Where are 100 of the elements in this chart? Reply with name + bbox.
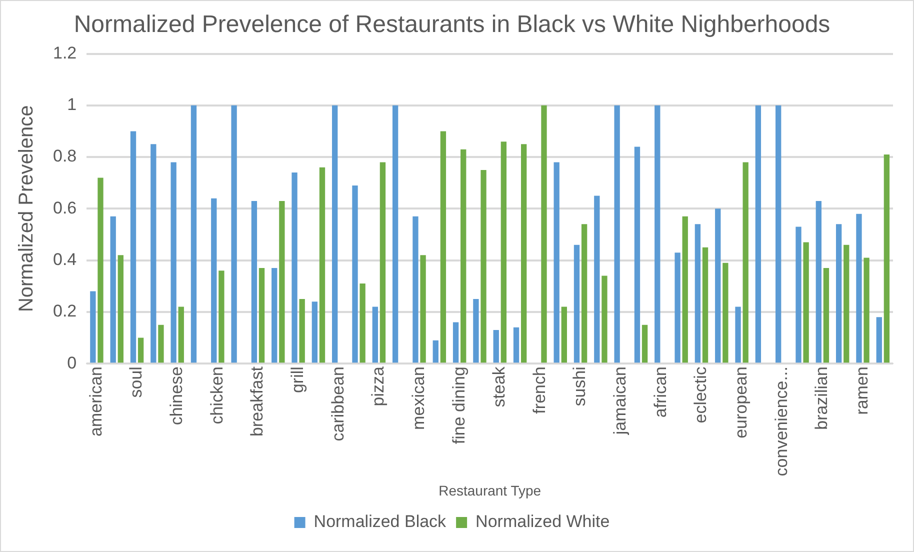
bar [521,144,527,363]
bar [836,224,842,363]
bar [702,247,708,363]
bar [272,268,278,363]
bar [299,299,305,363]
x-tick-label: sushi [570,366,590,406]
bar [110,216,116,363]
bar [118,255,124,363]
bar [722,262,728,363]
y-tick-label: 0.4 [52,250,77,269]
bar [674,252,680,363]
bar [715,208,721,363]
bar [614,105,620,363]
bar [513,327,520,363]
bar [98,178,104,363]
bar [602,276,608,363]
bar [500,142,507,363]
legend-label: Normalized White [476,512,610,532]
x-tick-label: convenience... [772,366,791,476]
x-tick-label: steak [490,366,509,408]
y-tick-label: 1 [67,95,77,114]
x-tick-label: breakfast [248,366,267,437]
chart-title: Normalized Prevelence of Restaurants in Black vs White Nighberhoods [74,11,830,38]
x-tick-label: soul [126,366,146,398]
bar [634,146,640,363]
x-tick-label: pizza [368,366,388,406]
bar [360,284,366,363]
bar [876,317,882,363]
bar [460,149,466,363]
y-tick-label: 0 [67,353,77,372]
bar [150,144,156,363]
bar [864,258,870,363]
bar [231,105,237,363]
bar [742,162,748,363]
y-tick-label: 0.8 [52,146,77,166]
bar [158,324,164,363]
bar [190,105,197,363]
bar [432,340,438,363]
x-tick-label: jamaican [610,366,630,436]
bar [170,162,176,363]
bar [420,255,426,363]
bar [694,224,701,363]
x-tick-label: french [530,366,549,414]
bar [412,216,418,363]
bar [642,324,648,363]
y-tick-label: 0.6 [52,198,77,218]
bar [251,200,258,363]
bar [312,302,318,363]
x-axis-title: Restaurant Type [438,482,542,498]
x-tick-label: european [731,366,750,438]
x-tick-label: chinese [167,366,186,426]
bar [682,216,688,363]
bar [816,200,822,363]
bar [352,185,358,363]
bar [574,244,580,363]
x-tick-label: fine dining [449,366,468,444]
bar [755,105,762,363]
bar [803,242,809,363]
x-tick-label: african [650,366,670,418]
bar [884,154,890,363]
x-tick-label: grill [288,366,307,394]
bar [856,214,862,363]
bar [581,224,588,363]
x-tick-label: brazilian [812,366,832,430]
bar [211,198,217,363]
x-tick-label: american [86,366,106,436]
bar [279,200,285,363]
bar [452,322,459,363]
bar [319,167,326,363]
y-tick-label: 1.2 [52,43,77,62]
bar [473,299,479,363]
bar [561,306,567,363]
bar [823,268,830,363]
bar [178,306,184,363]
bar [380,162,386,363]
bar [332,105,338,363]
bar [258,268,265,363]
bar [90,291,96,363]
x-tick-label: caribbean [328,366,348,442]
bar [292,172,298,363]
y-axis-title: Normalized Prevelence [16,105,38,312]
bar [480,170,486,363]
bar [392,105,398,363]
bar [844,244,850,363]
bar [493,330,499,363]
bar [138,338,144,363]
bar [541,105,547,363]
bar [372,306,378,363]
bar [218,270,224,363]
bar [554,162,560,363]
x-tick-label: ramen [852,366,872,415]
x-tick-label: eclectic [691,366,710,424]
bar [594,196,600,363]
x-tick-label: chicken [207,366,226,424]
bar [776,105,782,363]
bar [130,131,136,363]
y-tick-label: 0.2 [52,302,77,321]
bar [654,105,660,363]
bar [440,131,446,363]
bar [796,226,802,363]
